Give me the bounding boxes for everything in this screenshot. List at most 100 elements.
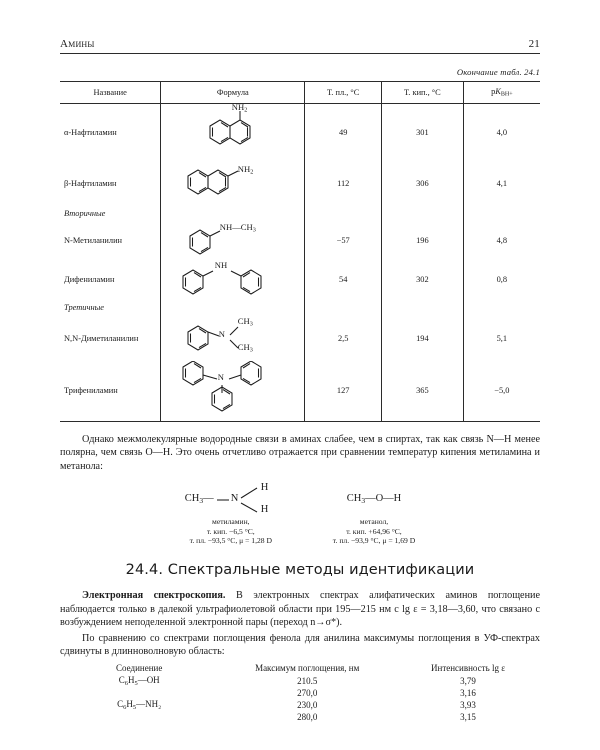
structure-beta-naphthylamine: NH2 (178, 162, 288, 204)
row-melting-point: 2,5 (304, 315, 382, 361)
running-head-rule (60, 53, 540, 54)
methanol-column: CH3—O—H метанол, т. кип. +64,96 °C, т. п… (333, 482, 415, 546)
empty-cell (462, 205, 540, 222)
column-header-boiling-point: Т. кип., °C (381, 81, 464, 104)
page-number: 21 (528, 38, 540, 50)
row-pka: −5,0 (462, 360, 540, 421)
empty-cell (304, 205, 382, 222)
row-boiling-point: 302 (381, 259, 464, 300)
structure-nn-dimethylaniline: N CH3 CH3 (178, 316, 288, 359)
paragraph-electronic-spectroscopy: Электронная спектроскопия. В электронных… (60, 589, 540, 629)
empty-cell (160, 205, 305, 222)
pka-symbol: K (495, 87, 501, 96)
column-header-intensity: Интенсивность lg ε (431, 663, 505, 674)
row-formula-alpha-naphthylamine: NH2 (160, 101, 305, 162)
empty-cell (381, 299, 464, 316)
absorption-intensity: 3,15 (460, 711, 476, 722)
amines-table: Название Формула Т. пл., °C Т. кип., °C … (60, 81, 540, 421)
row-formula-beta-naphthylamine: NH2 (160, 161, 305, 206)
row-boiling-point: 301 (381, 103, 464, 162)
table-continuation-note: Окончание табл. 24.1 (456, 67, 540, 77)
table-row: Дифениламин (60, 259, 540, 300)
comparison-structures: CH3— N H H метиламин, т. кип. −6,5 °C, т… (60, 482, 540, 546)
methanol-name: метанол, (359, 517, 389, 527)
subsection-label-tertiary: Третичные (64, 303, 105, 313)
absorption-row: 270,0 3,16 (60, 687, 540, 698)
table-subhead-row: Вторичные (60, 205, 540, 222)
row-name: N-Метиланилин (64, 236, 123, 246)
atom-label-nh: NH (214, 259, 228, 270)
structure-diphenylamine: NH (175, 260, 291, 298)
row-melting-point: −57 (304, 221, 382, 260)
row-melting-point: 127 (304, 360, 382, 421)
row-boiling-point: 194 (381, 315, 464, 361)
structure-alpha-naphthylamine: NH2 (188, 101, 278, 160)
atom-label-ch3-bottom: CH3 (237, 341, 253, 354)
column-header-compound: Соединение (116, 663, 163, 674)
row-formula-n-methylaniline: NH—CH3 (160, 221, 305, 260)
methylamine-caption: метиламин, т. кип. −6,5 °C, т. пл. −93,5… (185, 517, 277, 546)
empty-cell (381, 205, 464, 222)
table-row: N,N-Диметиланилин (60, 315, 540, 361)
paragraph-lead-in: Электронная спектроскопия. (82, 590, 226, 602)
absorption-intensity: 3,93 (460, 699, 476, 710)
row-formula-triphenylamine: N (160, 360, 305, 421)
methanol-structure: CH3—O—H (333, 482, 415, 516)
row-pka: 4,0 (462, 103, 540, 162)
methanol-bp: т. кип. +64,96 °C, (346, 526, 402, 536)
row-boiling-point: 196 (381, 221, 464, 260)
absorption-table: Соединение Максимум поглощения, нм Интен… (60, 663, 540, 722)
row-pka: 5,1 (462, 315, 540, 361)
methanol-mp: т. пл. −93,9 °C, μ = 1,69 D (332, 536, 416, 546)
atom-label-n: N (218, 328, 226, 339)
absorption-max: 280,0 (297, 711, 318, 722)
row-name: Трифениламин (64, 386, 118, 396)
row-name: Дифениламин (64, 275, 115, 285)
compound-formula-continuation (60, 687, 218, 698)
compound-formula-phenol: C6H5—OH (118, 674, 160, 687)
absorption-max: 230,0 (297, 699, 318, 710)
row-name: β-Нафтиламин (64, 179, 117, 189)
amines-table-head: Название Формула Т. пл., °C Т. кип., °C … (60, 81, 540, 104)
absorption-row: 280,0 3,15 (60, 711, 540, 722)
paragraph-block-1: Однако межмолекулярные водородные связи … (60, 433, 540, 473)
label-n: N (230, 493, 239, 505)
atom-label-nh2: NH2 (237, 163, 254, 176)
methanol-caption: метанол, т. кип. +64,96 °C, т. пл. −93,9… (333, 517, 415, 546)
absorption-intensity: 3,79 (460, 675, 476, 686)
row-formula-diphenylamine: NH (160, 259, 305, 300)
table-row: N-Метиланилин NH—CH3 (60, 221, 540, 260)
compound-formula-continuation (60, 711, 218, 722)
column-header-name: Название (60, 81, 161, 104)
row-name: α-Нафтиламин (64, 128, 117, 138)
row-melting-point: 112 (304, 161, 382, 206)
absorption-max: 210.5 (297, 675, 318, 686)
empty-cell (462, 299, 540, 316)
amines-table-body: α-Нафтиламин (60, 101, 540, 421)
absorption-header-row: Соединение Максимум поглощения, нм Интен… (60, 663, 540, 674)
paragraph-body-text: В электронных спектрах алифатических ами… (60, 590, 540, 629)
methylamine-structure: CH3— N H H (185, 482, 277, 516)
column-header-formula: Формула (160, 81, 305, 104)
pka-subscript: BH+ (500, 91, 513, 98)
table-subhead-row: Третичные (60, 299, 540, 316)
methylamine-mp: т. пл. −93,5 °C, μ = 1,28 D (189, 536, 272, 546)
column-header-melting-point: Т. пл., °C (304, 81, 382, 104)
table-row: Трифениламин (60, 360, 540, 421)
structure-triphenylamine: N (175, 360, 291, 419)
row-melting-point: 54 (304, 259, 382, 300)
absorption-intensity: 3,16 (460, 687, 476, 698)
compound-formula-aniline: C6H5—NH₂ (117, 698, 162, 711)
row-melting-point: 49 (304, 103, 382, 162)
atom-label-nh-ch3: NH—CH3 (219, 221, 256, 234)
absorption-max: 270,0 (297, 687, 318, 698)
absorption-table-head: Соединение Максимум поглощения, нм Интен… (60, 663, 540, 674)
label-h-bottom: H (260, 504, 269, 516)
column-header-pka: pKBH+ (462, 81, 540, 104)
row-pka: 0,8 (462, 259, 540, 300)
section-heading: 24.4. Спектральные методы идентификации (125, 562, 475, 579)
table-row: β-Нафтиламин (60, 161, 540, 206)
atom-label-nh2: NH2 (231, 101, 248, 114)
column-header-absorption-maximum: Максимум поглощения, нм (255, 663, 360, 674)
